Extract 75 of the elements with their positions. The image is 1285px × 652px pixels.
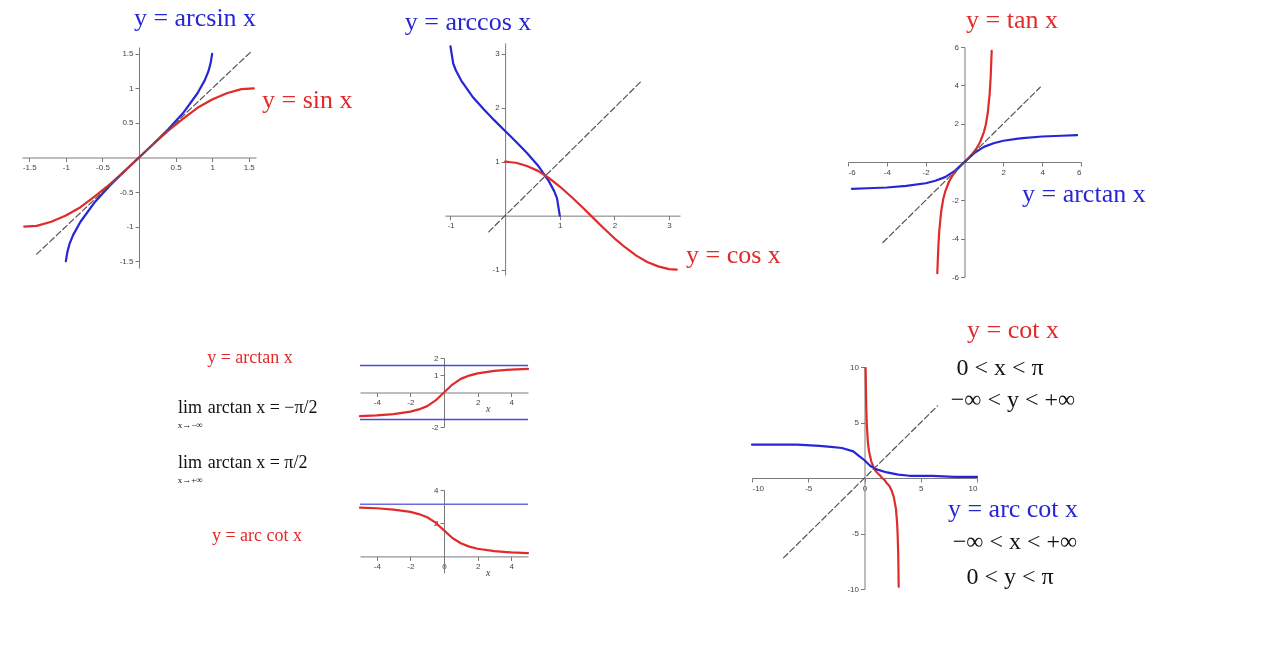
x-tick-label: 4 [509,561,515,571]
y-tick-label: 2 [434,353,440,363]
x-tick-label: 3 [667,221,673,231]
x-tick-label: 1 [210,163,216,172]
y-tick-label: 6 [954,42,960,52]
series-label: y = arccos x [404,7,532,36]
x-tick-label: 1 [558,221,564,231]
y-tick-label: 3 [495,49,501,59]
x-axis-title: x [484,403,491,414]
series-label: y = arctan x [1022,179,1146,208]
line-series [936,49,993,275]
text: limx→+∞ arctan x = π/2 [177,452,308,486]
annotation: 0 < x < π [956,354,1044,380]
text: y = cot x [967,315,1059,344]
series-label: y = arc cot x [947,494,1079,523]
x-tick-label: -4 [373,561,382,571]
series-label: y = cos x [686,240,781,269]
y-tick-label: -2 [951,195,960,205]
y-tick-label: 2 [495,103,501,113]
y-tick-label: 2 [954,119,960,129]
y-tick-label: 5 [854,418,860,427]
y-tick-label: 1 [434,370,440,380]
y-tick-label: 0.5 [122,118,135,128]
x-tick-label: 1.5 [243,163,256,172]
line-series [449,45,561,217]
y-tick-label: 2 [434,518,440,528]
annotation: −∞ < y < +∞ [950,386,1076,412]
x-tick-label: -2 [407,561,415,571]
x-tick-label: 4 [509,398,515,407]
y-tick-label: -2 [431,422,440,432]
series-label: y = tan x [966,5,1058,34]
line-series [504,160,678,271]
x-tick-label: -10 [752,483,765,493]
x-tick-label: 2 [475,561,481,571]
y-tick-label: -5 [851,529,860,538]
x-axis-title: x [484,566,491,578]
x-tick-label: -1 [447,221,456,231]
y-tick-label: -4 [951,234,960,244]
series-label: y = arcsin x [133,3,257,32]
x-tick-label: -4 [373,398,382,407]
x-tick-label: 10 [968,483,979,493]
x-tick-label: 0 [862,483,868,493]
x-tick-label: -5 [805,483,813,493]
text: y = arctan x [207,347,293,367]
y-tick-label: 1 [129,83,135,93]
text: limx→−∞ arctan x = −π/2 [177,397,318,431]
x-tick-label: -2 [407,398,415,407]
y-tick-label: -10 [847,584,860,594]
y-tick-label: 1.5 [122,49,135,59]
series-label: y = sin x [262,85,353,114]
x-tick-label: 5 [919,483,925,493]
y-tick-label: -6 [951,272,960,282]
y-tick-label: -1 [492,265,501,275]
x-tick-label: 0.5 [170,163,183,172]
x-tick-label: -4 [883,167,892,177]
annotation: 0 < y < π [966,563,1054,589]
x-tick-label: -2 [922,167,931,177]
line-series [864,367,900,588]
y-tick-label: -0.5 [119,187,135,197]
x-tick-label: 6 [1077,167,1083,177]
line-series [358,506,530,555]
x-tick-label: 2 [612,221,618,231]
x-tick-label: 2 [475,398,481,407]
text: y = arc cot x [211,525,303,545]
x-tick-label: -0.5 [96,163,111,172]
x-tick-label: 4 [1040,167,1046,177]
line-series [23,87,255,228]
x-tick-label: 2 [1001,167,1007,177]
x-tick-label: -1.5 [22,163,38,172]
y-tick-label: -1.5 [119,256,135,266]
y-tick-label: 10 [850,362,860,372]
annotation: −∞ < x < +∞ [952,528,1078,554]
line-series [358,367,530,418]
y-tick-label: 4 [954,80,960,90]
x-tick-label: -1 [62,163,71,172]
